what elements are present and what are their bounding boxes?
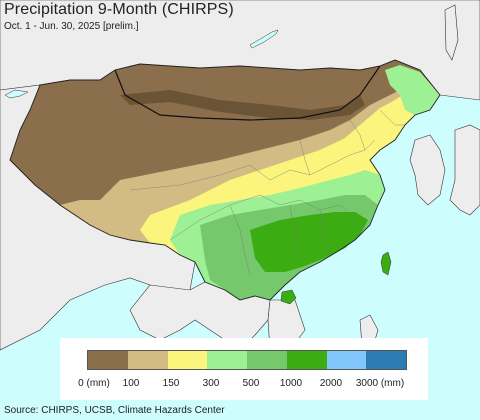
hainan-island xyxy=(280,289,297,305)
legend-label: 500 xyxy=(242,378,260,389)
legend-label: 300 xyxy=(202,378,220,389)
legend-colorbar xyxy=(87,350,407,370)
page-subtitle: Oct. 1 - Jun. 30, 2025 [prelim.] xyxy=(4,21,139,32)
source-credit: Source: CHIRPS, UCSB, Climate Hazards Ce… xyxy=(4,405,225,416)
legend-swatch xyxy=(366,351,406,369)
legend-swatch xyxy=(247,351,287,369)
legend-label: 100 xyxy=(122,378,140,389)
taiwan-island xyxy=(380,251,392,276)
china-border xyxy=(9,59,441,301)
legend: 0 (mm) 100 150 300 500 1000 2000 3000 (m… xyxy=(60,338,428,400)
page-title: Precipitation 9-Month (CHIRPS) xyxy=(4,1,234,18)
legend-label: 2000 xyxy=(319,378,343,389)
province-boundaries xyxy=(129,109,405,276)
neighbor-land xyxy=(0,0,480,366)
lake-baikal xyxy=(249,29,279,49)
legend-swatch xyxy=(207,351,247,369)
mongolia-border xyxy=(114,65,381,121)
legend-swatch xyxy=(167,351,208,369)
legend-swatch xyxy=(88,351,128,369)
legend-label: 3000 (mm) xyxy=(355,378,405,389)
legend-label: 150 xyxy=(162,378,180,389)
lake-balkhash xyxy=(4,89,29,99)
legend-swatch xyxy=(326,351,367,369)
legend-label: 0 (mm) xyxy=(78,378,110,389)
legend-swatch xyxy=(127,351,168,369)
legend-swatch xyxy=(286,351,327,369)
legend-label: 1000 xyxy=(279,378,303,389)
